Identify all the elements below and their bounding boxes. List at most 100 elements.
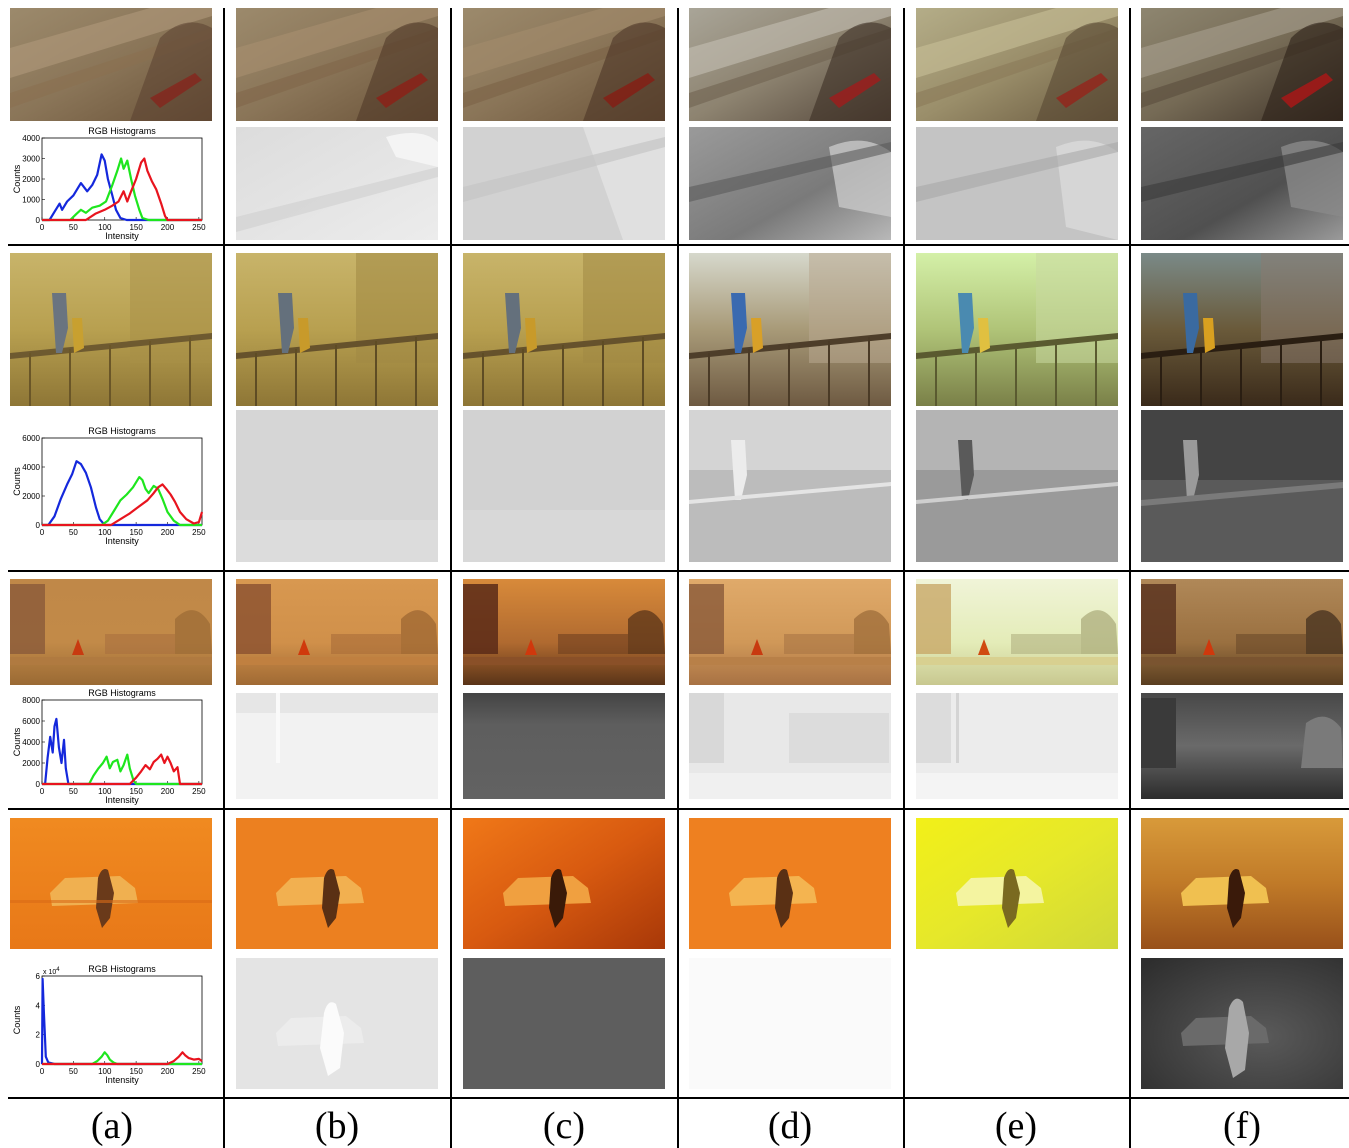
dehazed-image-row3-f (1141, 579, 1343, 685)
x-tick-label: 50 (69, 223, 78, 232)
rgb-histogram-row2: RGB Histograms 0 50 100 150 200 250 0 2000 4000 60… (8, 424, 216, 549)
dehazed-image-row1-d (689, 8, 891, 121)
y-tick-label: 4 (36, 1001, 41, 1010)
depth-map-row3-d (689, 693, 891, 799)
dehazed-image-row1-f (1141, 8, 1343, 121)
depth-map-row2-b (236, 410, 438, 562)
dehazed-image-row2-d (689, 253, 891, 406)
column-label-b: (b) (314, 1105, 360, 1147)
depth-map-row1-c (463, 127, 665, 240)
histogram-green-line (42, 475, 202, 527)
histogram-blue-line (42, 460, 202, 527)
depth-map-row4-f (1141, 958, 1343, 1089)
y-axis-label: Counts (12, 467, 22, 496)
x-tick-label: 200 (161, 787, 175, 796)
depth-map-row2-f (1141, 410, 1343, 562)
dehazed-image-row4-f (1141, 818, 1343, 949)
x-tick-label: 150 (129, 1067, 143, 1076)
depth-map-row1-b (236, 127, 438, 240)
hazy-image-row1-a (10, 8, 212, 121)
depth-map-row2-c (463, 410, 665, 562)
depth-map-row4-b (236, 958, 438, 1089)
histogram-title: RGB Histograms (88, 426, 156, 436)
x-tick-label: 50 (69, 1067, 78, 1076)
x-tick-label: 150 (129, 223, 143, 232)
x-axis-label: Intensity (105, 795, 139, 805)
dehazed-image-row1-c (463, 8, 665, 121)
dehazed-image-row4-e (916, 818, 1118, 949)
y-axis-label: Counts (12, 164, 22, 193)
dehazed-image-row4-b (236, 818, 438, 949)
column-divider (1129, 8, 1131, 1148)
x-tick-label: 200 (161, 1067, 175, 1076)
dehazed-image-row2-f (1141, 253, 1343, 406)
dehazed-image-row3-e (916, 579, 1118, 685)
y-tick-label: 0 (36, 780, 41, 789)
y-tick-label: 2000 (22, 492, 40, 501)
dehazed-image-row4-c (463, 818, 665, 949)
depth-map-row1-f (1141, 127, 1343, 240)
histogram-axes (41, 437, 203, 526)
x-axis-label: Intensity (105, 231, 139, 241)
rgb-histogram-row3: RGB Histograms 0 50 100 150 200 250 0 2000 4000 60… (8, 686, 216, 808)
histogram-axes (41, 975, 203, 1065)
y-tick-label: 4000 (22, 134, 40, 143)
dehazed-image-row3-b (236, 579, 438, 685)
depth-map-row1-d (689, 127, 891, 240)
depth-map-row2-e (916, 410, 1118, 562)
column-label-c: (c) (542, 1105, 586, 1147)
x-tick-label: 50 (69, 528, 78, 537)
column-label-e: (e) (994, 1105, 1038, 1147)
histogram-green-line (42, 157, 202, 222)
histogram-red-line (42, 1051, 203, 1066)
y-axis-label: Counts (12, 727, 22, 756)
dehazed-image-row2-b (236, 253, 438, 406)
y-tick-label: 3000 (22, 155, 40, 164)
histogram-title: RGB Histograms (88, 688, 156, 698)
depth-map-row3-e (916, 693, 1118, 799)
row-divider (8, 570, 1349, 572)
y-tick-label: 2000 (22, 175, 40, 184)
dehazed-image-row2-c (463, 253, 665, 406)
x-tick-label: 0 (40, 1067, 45, 1076)
y-tick-label: 4000 (22, 463, 40, 472)
x-tick-label: 100 (98, 223, 112, 232)
y-exponent: x 104 (43, 967, 60, 976)
hazy-image-row2-a (10, 253, 212, 406)
y-tick-label: 2 (36, 1031, 41, 1040)
histogram-red-line (42, 157, 202, 222)
x-axis-label: Intensity (105, 536, 139, 546)
depth-map-row4-c (463, 958, 665, 1089)
column-divider (450, 8, 452, 1148)
histogram-title: RGB Histograms (88, 964, 156, 974)
x-tick-label: 200 (161, 223, 175, 232)
histogram-axes (41, 137, 203, 221)
x-tick-label: 0 (40, 787, 45, 796)
y-tick-label: 2000 (22, 759, 40, 768)
x-tick-label: 100 (98, 528, 112, 537)
depth-map-row4-d (689, 958, 891, 1089)
row-divider (8, 1097, 1349, 1099)
x-tick-label: 250 (192, 787, 206, 796)
y-tick-label: 0 (36, 521, 41, 530)
histogram-title: RGB Histograms (88, 126, 156, 136)
x-tick-label: 0 (40, 223, 45, 232)
y-axis-label: Counts (12, 1005, 22, 1034)
histogram-blue-line (42, 153, 202, 222)
dehazed-image-row1-e (916, 8, 1118, 121)
y-tick-label: 6000 (22, 717, 40, 726)
x-tick-label: 250 (192, 1067, 206, 1076)
column-label-a: (a) (90, 1105, 134, 1147)
y-tick-label: 6000 (22, 434, 40, 443)
column-divider (223, 8, 225, 1148)
column-divider (903, 8, 905, 1148)
x-tick-label: 100 (98, 1067, 112, 1076)
hazy-image-row4-a (10, 818, 212, 949)
histogram-blue-line (42, 717, 202, 786)
x-tick-label: 100 (98, 787, 112, 796)
rgb-histogram-row1: RGB Histograms 0 50 100 150 200 250 0 1000 2000 30… (8, 124, 216, 244)
y-tick-label: 0 (36, 1060, 41, 1069)
x-tick-label: 150 (129, 787, 143, 796)
depth-map-row2-d (689, 410, 891, 562)
y-tick-label: 8000 (22, 696, 40, 705)
